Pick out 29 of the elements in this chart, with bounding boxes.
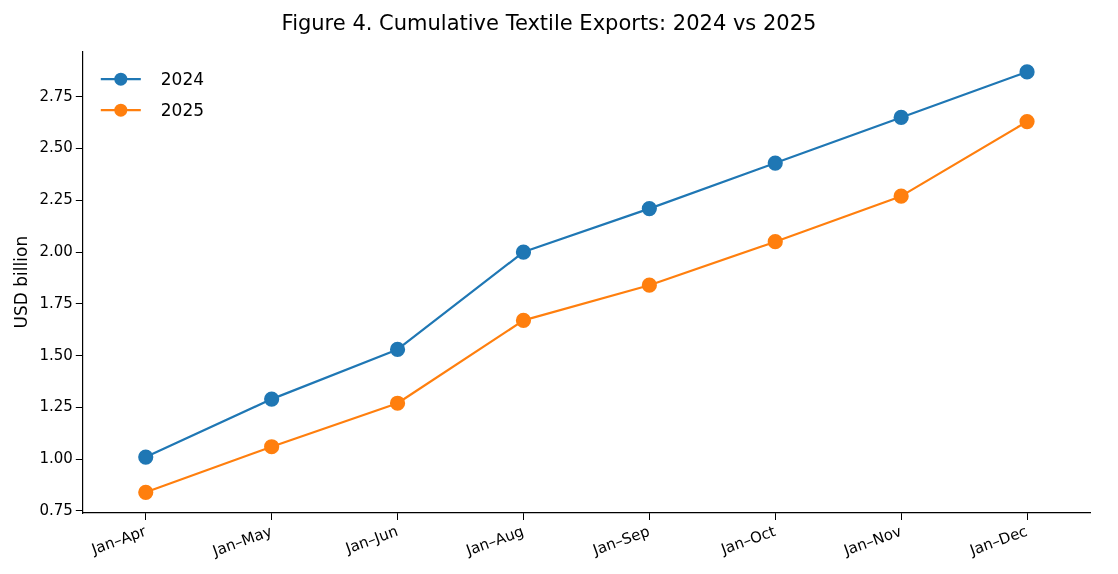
y-tick-label: 1.00 — [39, 449, 73, 468]
y-tick-label: 0.75 — [39, 500, 73, 519]
y-tick-label: 1.25 — [39, 397, 73, 416]
point — [767, 234, 783, 250]
point — [515, 312, 532, 329]
point — [893, 109, 909, 126]
legend-label: 2025 — [160, 99, 205, 120]
point — [515, 244, 532, 260]
point — [264, 391, 280, 407]
point — [893, 188, 909, 204]
point — [767, 155, 783, 171]
chart-title: Figure 4. Cumulative Textile Exports: 2024 vs 2025 — [281, 11, 817, 36]
point — [389, 341, 406, 358]
point — [264, 439, 280, 455]
point — [138, 484, 154, 500]
point — [138, 449, 154, 465]
y-tick-label: 1.50 — [39, 345, 73, 364]
y-tick-label: 1.75 — [39, 293, 73, 312]
y-axis-title: USD billion — [10, 235, 31, 329]
y-tick-label: 2.00 — [39, 241, 73, 260]
point — [1019, 64, 1035, 80]
point — [641, 277, 657, 293]
point — [641, 200, 657, 217]
legend-label: 2024 — [160, 68, 205, 89]
y-tick-label: 2.25 — [39, 190, 73, 209]
y-tick-label: 2.50 — [39, 138, 73, 157]
point — [1019, 114, 1035, 130]
y-tick-label: 2.75 — [39, 86, 73, 105]
point — [389, 395, 406, 411]
